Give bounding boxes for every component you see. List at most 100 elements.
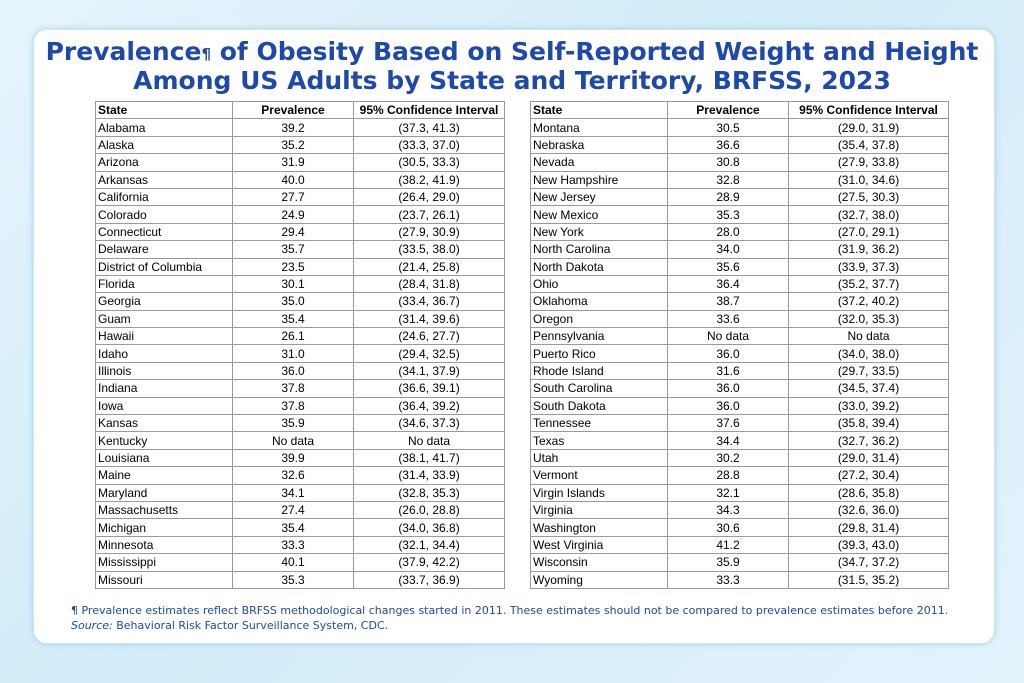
table-row: Oklahoma 38.7 (37.2, 40.2) [530, 292, 949, 311]
cell-state: Texas [530, 431, 668, 450]
cell-prevalence: 29.4 [232, 222, 354, 242]
cell-confidence-interval: (27.5, 30.3) [788, 187, 949, 207]
cell-confidence-interval: (35.4, 37.8) [788, 135, 949, 155]
source-text: Behavioral Risk Factor Surveillance Syst… [112, 619, 389, 632]
cell-state: Virginia [530, 500, 668, 520]
cell-confidence-interval: (33.4, 36.7) [353, 292, 505, 311]
table-row: Arizona 31.9 (30.5, 33.3) [95, 153, 505, 172]
cell-prevalence: No data [232, 431, 354, 450]
cell-confidence-interval: (29.4, 32.5) [353, 344, 505, 363]
cell-prevalence: 33.6 [667, 309, 789, 329]
table-row: Delaware 35.7 (33.5, 38.0) [95, 240, 505, 259]
table-row: Idaho 31.0 (29.4, 32.5) [95, 344, 505, 363]
table-row: Kentucky No data No data [95, 431, 505, 450]
cell-prevalence: 35.7 [232, 240, 354, 259]
cell-confidence-interval: (33.0, 39.2) [788, 396, 949, 416]
cell-confidence-interval: (27.2, 30.4) [788, 466, 949, 485]
cell-state: Maryland [95, 483, 233, 502]
cell-prevalence: 32.1 [667, 483, 789, 502]
cell-state: Maine [95, 466, 233, 485]
title-text-start: Prevalence [45, 37, 202, 66]
cell-state: South Dakota [530, 396, 668, 416]
table-row: Tennessee 37.6 (35.8, 39.4) [530, 414, 949, 433]
cell-prevalence: 31.0 [232, 344, 354, 363]
column-header-prevalence: Prevalence [667, 100, 789, 120]
table-row: South Carolina 36.0 (34.5, 37.4) [530, 379, 949, 398]
cell-confidence-interval: (27.0, 29.1) [788, 222, 949, 242]
table-row: Montana 30.5 (29.0, 31.9) [530, 118, 949, 137]
table-header-row: State Prevalence 95% Confidence Interval [95, 100, 505, 120]
cell-prevalence: 34.3 [667, 500, 789, 520]
cell-prevalence: 38.7 [667, 292, 789, 311]
cell-prevalence: 34.4 [667, 431, 789, 450]
cell-prevalence: 28.8 [667, 466, 789, 485]
table-row: Nevada 30.8 (27.9, 33.8) [530, 153, 949, 172]
cell-prevalence: 32.8 [667, 170, 789, 189]
table-row: Iowa 37.8 (36.4, 39.2) [95, 396, 505, 416]
cell-state: Oregon [530, 309, 668, 329]
cell-confidence-interval: (35.2, 37.7) [788, 274, 949, 294]
cell-prevalence: 39.2 [232, 118, 354, 137]
cell-confidence-interval: (32.7, 36.2) [788, 431, 949, 450]
cell-confidence-interval: (31.4, 33.9) [353, 466, 505, 485]
cell-confidence-interval: (32.7, 38.0) [788, 205, 949, 224]
cell-prevalence: 30.8 [667, 153, 789, 172]
cell-state: Colorado [95, 205, 233, 224]
table-row: District of Columbia 23.5 (21.4, 25.8) [95, 257, 505, 276]
cell-state: Delaware [95, 240, 233, 259]
cell-state: South Carolina [530, 379, 668, 398]
table-row: Washington 30.6 (29.8, 31.4) [530, 518, 949, 537]
cell-state: Puerto Rico [530, 344, 668, 363]
cell-state: Kentucky [95, 431, 233, 450]
cell-prevalence: 36.0 [667, 344, 789, 363]
cell-confidence-interval: No data [353, 431, 505, 450]
cell-state: Mississippi [95, 553, 233, 572]
cell-confidence-interval: (29.8, 31.4) [788, 518, 949, 537]
footnote-note: ¶ Prevalence estimates reflect BRFSS met… [71, 603, 948, 618]
cell-prevalence: 34.1 [232, 483, 354, 502]
cell-prevalence: 30.5 [667, 118, 789, 137]
table-row: Connecticut 29.4 (27.9, 30.9) [95, 222, 505, 242]
cell-state: Arkansas [95, 170, 233, 189]
cell-state: Virgin Islands [530, 483, 668, 502]
cell-state: West Virginia [530, 535, 668, 555]
cell-state: Indiana [95, 379, 233, 398]
cell-prevalence: No data [667, 327, 789, 346]
cell-prevalence: 41.2 [667, 535, 789, 555]
cell-state: North Dakota [530, 257, 668, 276]
table-row: Indiana 37.8 (36.6, 39.1) [95, 379, 505, 398]
title-text-end: of Obesity Based on Self-Reported Weight… [211, 37, 979, 66]
cell-state: Idaho [95, 344, 233, 363]
cell-state: Georgia [95, 292, 233, 311]
cell-confidence-interval: (32.8, 35.3) [353, 483, 505, 502]
cell-confidence-interval: (38.2, 41.9) [353, 170, 505, 189]
footnote-mark: ¶ [71, 604, 78, 617]
cell-state: New Jersey [530, 187, 668, 207]
cell-prevalence: 33.3 [667, 570, 789, 589]
table-row: Puerto Rico 36.0 (34.0, 38.0) [530, 344, 949, 363]
table-row: South Dakota 36.0 (33.0, 39.2) [530, 396, 949, 416]
cell-confidence-interval: (38.1, 41.7) [353, 448, 505, 468]
table-row: Guam 35.4 (31.4, 39.6) [95, 309, 505, 329]
cell-prevalence: 35.2 [232, 135, 354, 155]
cell-prevalence: 35.0 [232, 292, 354, 311]
cell-state: Wisconsin [530, 553, 668, 572]
cell-prevalence: 33.3 [232, 535, 354, 555]
cell-state: Florida [95, 274, 233, 294]
table-row: New Hampshire 32.8 (31.0, 34.6) [530, 170, 949, 189]
prevalence-table-left: State Prevalence 95% Confidence Interval… [95, 100, 505, 589]
cell-confidence-interval: (34.1, 37.9) [353, 361, 505, 381]
table-row: Maine 32.6 (31.4, 33.9) [95, 466, 505, 485]
cell-confidence-interval: (35.8, 39.4) [788, 414, 949, 433]
cell-confidence-interval: (34.5, 37.4) [788, 379, 949, 398]
cell-prevalence: 23.5 [232, 257, 354, 276]
cell-confidence-interval: (32.0, 35.3) [788, 309, 949, 329]
cell-prevalence: 35.9 [667, 553, 789, 572]
cell-prevalence: 35.4 [232, 518, 354, 537]
cell-confidence-interval: (33.3, 37.0) [353, 135, 505, 155]
cell-state: Washington [530, 518, 668, 537]
cell-confidence-interval: (34.0, 38.0) [788, 344, 949, 363]
column-header-state: State [95, 100, 233, 120]
cell-state: Massachusetts [95, 500, 233, 520]
cell-confidence-interval: (33.7, 36.9) [353, 570, 505, 589]
